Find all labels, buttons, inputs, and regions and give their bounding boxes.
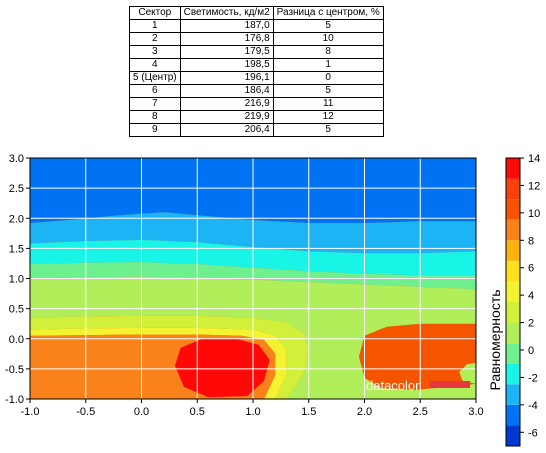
watermark-text: datacolor	[366, 378, 420, 393]
x-tick-label: -0.5	[76, 406, 95, 418]
colorbar-swatch	[506, 363, 520, 385]
contour-region-10	[459, 362, 476, 384]
y-tick-label: 0.5	[9, 304, 24, 316]
colorbar-swatch	[506, 404, 520, 426]
y-axis: 3.0 2.5 2.0 1.5 1.0 0.5 0.0 -0.5 -1.0	[5, 153, 30, 406]
x-tick-label: 2.5	[413, 406, 428, 418]
colorbar-frame	[505, 157, 521, 447]
colorbar-tick-label: 6	[528, 263, 534, 275]
colorbar-swatch	[506, 384, 520, 405]
colorbar-swatch	[506, 425, 520, 446]
colorbar-tick-label: -6	[528, 427, 538, 439]
x-axis: -1.0 -0.5 0.0 0.5 1.0 1.5 2.0 2.5 3.0	[21, 399, 484, 418]
y-tick-label: -0.5	[5, 364, 24, 376]
x-tick-label: 2.0	[357, 406, 372, 418]
colorbar-tick-label: 10	[528, 208, 540, 220]
table-row: 7 216,9 11	[129, 97, 384, 111]
colorbar-swatch	[506, 178, 520, 200]
colorbar-swatch	[506, 240, 520, 261]
x-tick-label: 3.0	[468, 406, 483, 418]
y-tick-label: 0.0	[9, 334, 24, 346]
colorbar-swatch	[506, 302, 520, 323]
colorbar-swatch	[506, 281, 520, 302]
colorbar-tick-label: -2	[528, 372, 538, 384]
x-tick-label: 0.5	[190, 406, 205, 418]
y-tick-label: 2.0	[9, 213, 24, 225]
table-row: 2 176,8 10	[129, 32, 384, 46]
x-tick-label: -1.0	[21, 406, 40, 418]
watermark-bar	[430, 381, 470, 388]
colorbar-swatch	[506, 260, 520, 282]
luminance-table-grid: Сектор Светимость, кд/м2 Разница с центр…	[129, 6, 384, 137]
colorbar-tick-label: 2	[528, 318, 534, 330]
colorbar-swatch	[506, 158, 520, 179]
colorbar-tick-label: 12	[528, 180, 540, 192]
y-tick-label: 2.5	[9, 183, 24, 195]
colorbar-tick-label: 8	[528, 235, 534, 247]
table-row: 3 179,5 8	[129, 45, 384, 59]
x-tick-label: 0.0	[134, 406, 149, 418]
table-cell-diff: 5	[272, 123, 384, 137]
table-cell-luminance: 206,4	[179, 123, 274, 137]
y-tick-label: 3.0	[9, 153, 24, 165]
table-header-row: Сектор Светимость, кд/м2 Разница с центр…	[129, 6, 384, 20]
colorbar-label: Равномерность	[487, 289, 503, 390]
contour-region-7	[30, 327, 287, 399]
x-tick-label: 1.0	[245, 406, 260, 418]
colorbar-swatch	[506, 199, 520, 220]
colorbar-swatch	[506, 219, 520, 241]
colorbar-swatch	[506, 343, 520, 364]
colorbar-tick-label: 14	[528, 153, 540, 165]
table-row: 9 206,4 5	[129, 123, 384, 137]
colorbar-swatch	[506, 322, 520, 344]
colorbar: 14 12 10 8 6 4 2 0 -2 -4 -6	[505, 153, 540, 447]
watermark: datacolor	[366, 378, 470, 393]
contour-region-6	[30, 315, 309, 399]
x-tick-label: 1.5	[301, 406, 316, 418]
luminance-table: Сектор Светимость, кд/м2 Разница с центр…	[129, 6, 384, 137]
y-tick-label: 1.0	[9, 274, 24, 286]
y-tick-label: -1.0	[5, 394, 24, 406]
colorbar-tick-label: -4	[528, 400, 538, 412]
y-tick-label: 1.5	[9, 243, 24, 255]
contour-region-9	[175, 338, 270, 398]
colorbar-tick-label: 4	[528, 290, 534, 302]
colorbar-tick-label: 0	[528, 345, 534, 357]
